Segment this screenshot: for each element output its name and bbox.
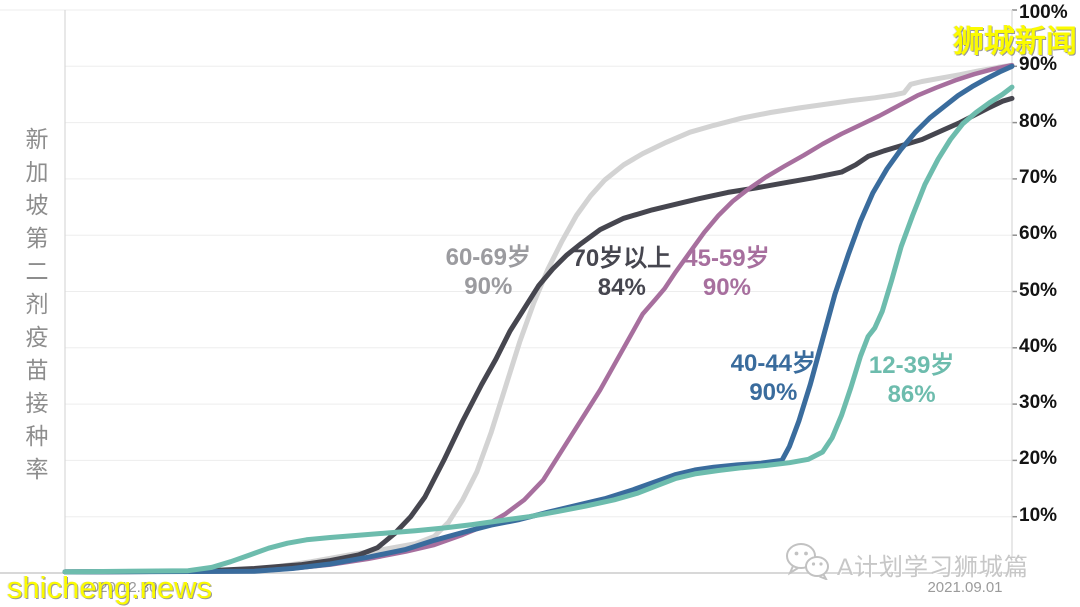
annotation-40-44岁: 40-44岁 90% bbox=[730, 349, 817, 406]
series-line-60-69岁 bbox=[62, 62, 1015, 575]
annotation-70岁以上: 70岁以上 84% bbox=[572, 244, 672, 301]
y-axis-label: 20% bbox=[1019, 448, 1058, 470]
watermark-wechat-label: A计划学习狮城篇 bbox=[837, 553, 1030, 581]
series-line-45-59岁 bbox=[62, 62, 1015, 575]
y-axis-label: 60% bbox=[1019, 223, 1058, 245]
chart-vertical-title: 新加坡第二剂疫苗接种率 bbox=[22, 127, 48, 490]
watermark-wechat-account: A计划学习狮城篇 bbox=[784, 541, 1029, 587]
y-axis-label: 80% bbox=[1019, 110, 1058, 132]
y-axis-label: 40% bbox=[1019, 335, 1058, 357]
y-axis-label: 100% bbox=[1019, 2, 1068, 23]
x-axis-label-end: 2021.09.01 bbox=[927, 579, 1003, 596]
y-axis-label: 90% bbox=[1019, 54, 1058, 76]
y-axis-label: 10% bbox=[1019, 504, 1058, 526]
series-line-40-44岁 bbox=[62, 63, 1015, 575]
y-axis-label: 70% bbox=[1019, 166, 1058, 188]
watermark-shicheng-news-url: shicheng.news bbox=[7, 570, 213, 605]
watermark-shicheng-news-cn: 狮城新闻 bbox=[953, 24, 1077, 59]
y-axis-label: 50% bbox=[1019, 279, 1058, 301]
annotation-12-39岁: 12-39岁 86% bbox=[868, 352, 955, 409]
annotation-45-59岁: 45-59岁 90% bbox=[684, 244, 770, 301]
series-line-70岁以上 bbox=[62, 95, 1015, 575]
annotation-60-69岁: 60-69岁 90% bbox=[445, 243, 531, 300]
x-axis-label-start: 2020.12.30 bbox=[82, 579, 158, 596]
y-axis-label: 30% bbox=[1019, 392, 1058, 414]
wechat-icon bbox=[784, 541, 830, 587]
series-line-12-39岁 bbox=[62, 84, 1015, 575]
